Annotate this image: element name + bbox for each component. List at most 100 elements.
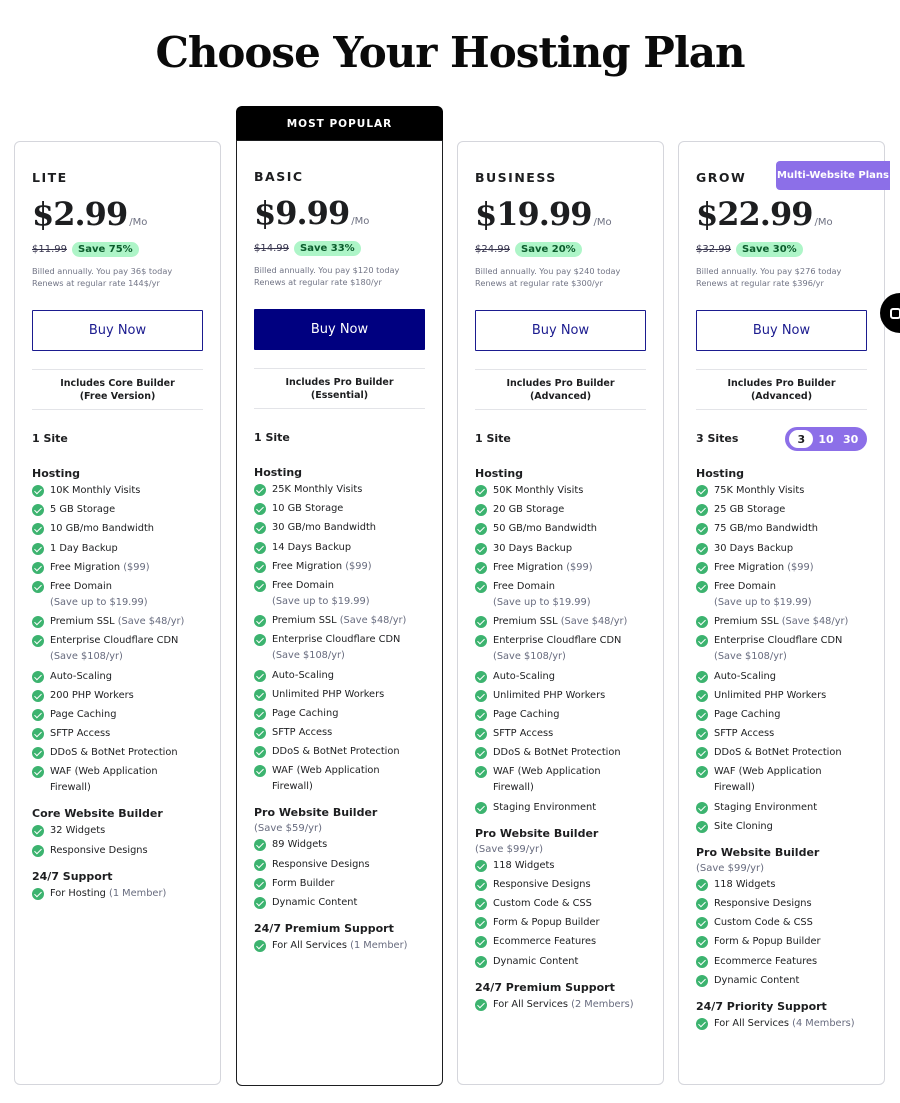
feature-item: Free Migration ($99) [475, 560, 655, 576]
feature-item: WAF (Web Application Firewall) [32, 764, 212, 796]
feature-text: Free Migration [272, 560, 343, 572]
feature-item: Custom Code & CSS [696, 915, 876, 931]
feature-subnote: (Save up to $19.99) [714, 596, 812, 608]
plan-card-business: BUSINESS $19.99 /Mo $24.99 Save 20% Bill… [457, 141, 664, 1085]
site-option-30[interactable]: 30 [842, 432, 859, 446]
feature-text: Page Caching [50, 708, 117, 720]
feature-item: Auto-Scaling [254, 668, 434, 684]
feature-subnote: (Save up to $19.99) [272, 595, 370, 607]
feature-item: Free Domain (Save up to $19.99) [475, 579, 655, 611]
feature-item: DDoS & BotNet Protection [475, 745, 655, 761]
feature-text: Premium SSL [714, 616, 779, 628]
check-icon [475, 504, 487, 517]
check-icon [475, 708, 487, 721]
buy-now-button[interactable]: Buy Now [254, 309, 425, 350]
check-icon [475, 580, 487, 593]
check-icon [32, 887, 44, 900]
feature-text: 50K Monthly Visits [493, 485, 584, 496]
feature-item: DDoS & BotNet Protection [32, 745, 212, 761]
feature-item: DDoS & BotNet Protection [696, 745, 876, 761]
feature-text: 200 PHP Workers [50, 689, 134, 701]
check-icon [475, 998, 487, 1011]
price-row: $9.99 /Mo [254, 193, 369, 233]
feature-note: (1 Member) [109, 887, 167, 899]
check-icon [254, 858, 266, 871]
feature-text-cont: Firewall) [50, 782, 91, 794]
check-icon [32, 747, 44, 760]
feature-item: 200 PHP Workers [32, 688, 212, 704]
section-title: Hosting [475, 467, 524, 480]
feature-text: Free Domain [50, 580, 112, 592]
feature-text: SFTP Access [272, 727, 333, 739]
check-icon [254, 503, 266, 516]
feature-text: For Hosting [50, 887, 106, 899]
feature-item: 5 GB Storage [32, 502, 212, 518]
builder-line-1: Includes Pro Builder [727, 377, 836, 389]
feature-text: Staging Environment [493, 801, 597, 813]
builder-line-2: (Essential) [310, 389, 369, 401]
check-icon [475, 917, 487, 930]
buy-now-button[interactable]: Buy Now [475, 310, 646, 351]
feature-list: Hosting 50K Monthly Visits 20 GB Storage… [475, 456, 655, 1016]
check-icon [475, 801, 487, 814]
billing-today: Billed annually. You pay 36$ today [32, 266, 173, 276]
feature-item: WAF (Web Application Firewall) [475, 764, 655, 796]
feature-text: 30 GB/mo Bandwidth [272, 522, 377, 534]
check-icon [254, 669, 266, 682]
feature-text: 10 GB Storage [272, 503, 344, 515]
feature-text: Premium SSL [493, 616, 558, 628]
plan-name: BASIC [254, 169, 304, 184]
feature-item: Staging Environment [696, 800, 876, 816]
site-count: 3 Sites [696, 432, 739, 445]
feature-text: WAF (Web Application [50, 766, 158, 778]
feature-text: Responsive Designs [272, 858, 370, 870]
section-subtitle: (Save $59/yr) [254, 823, 323, 835]
feature-text: Responsive Designs [50, 844, 148, 856]
site-count: 1 Site [254, 431, 290, 444]
buy-now-button[interactable]: Buy Now [32, 310, 203, 351]
feature-item: Free Domain (Save up to $19.99) [254, 578, 434, 610]
check-icon [696, 670, 708, 683]
builder-line-2: (Advanced) [750, 390, 813, 402]
feature-text: Free Domain [272, 579, 334, 591]
plan-price: $19.99 [475, 195, 592, 233]
check-icon [696, 728, 708, 741]
site-option-3[interactable]: 3 [789, 430, 814, 448]
check-icon [696, 635, 708, 648]
check-icon [32, 542, 44, 555]
feature-item: Auto-Scaling [696, 669, 876, 685]
feature-subnote: (Save $108/yr) [272, 650, 345, 662]
plan-price: $9.99 [254, 194, 350, 232]
feature-item: Enterprise Cloudflare CDN (Save $108/yr) [254, 632, 434, 664]
feature-text: For All Services [272, 940, 347, 951]
check-icon [254, 615, 266, 628]
site-count-toggle[interactable]: 3 10 30 [785, 427, 867, 451]
buy-now-button[interactable]: Buy Now [696, 310, 867, 351]
feature-item: Form & Popup Builder [696, 934, 876, 950]
price-row: $19.99 /Mo [475, 194, 612, 234]
feature-text: 10K Monthly Visits [50, 485, 141, 496]
feature-text: Premium SSL [50, 616, 115, 628]
billing-info: Billed annually. You pay $276 today Rene… [696, 265, 876, 289]
feature-item: Unlimited PHP Workers [254, 687, 434, 703]
price-row: $2.99 /Mo [32, 194, 147, 234]
site-count: 1 Site [32, 432, 68, 445]
feature-note: (1 Member) [350, 940, 408, 951]
feature-item: Premium SSL (Save $48/yr) [696, 614, 876, 630]
section-title: 24/7 Premium Support [254, 922, 394, 935]
feature-item: Site Cloning [696, 819, 876, 835]
check-icon [696, 523, 708, 536]
billing-info: Billed annually. You pay 36$ today Renew… [32, 265, 212, 289]
feature-text: 118 Widgets [714, 878, 776, 890]
feature-text: DDoS & BotNet Protection [272, 746, 400, 758]
feature-item: 75K Monthly Visits [696, 483, 876, 499]
site-option-10[interactable]: 10 [818, 432, 834, 446]
price-period: /Mo [593, 217, 612, 228]
feature-item: 30 Days Backup [696, 541, 876, 557]
feature-text: Ecommerce Features [493, 936, 597, 948]
check-icon [254, 522, 266, 535]
feature-note: (Save $48/yr) [560, 616, 628, 628]
check-icon [696, 878, 708, 891]
price-row: $22.99 /Mo [696, 194, 833, 234]
check-icon [696, 955, 708, 968]
